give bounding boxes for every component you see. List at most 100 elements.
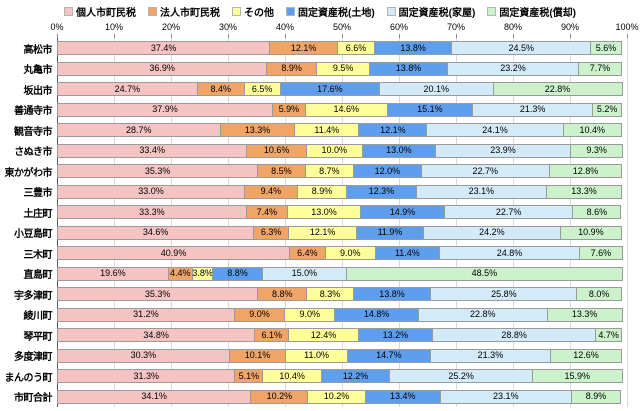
gridline — [228, 38, 229, 407]
bar-segment: 10.2% — [307, 389, 366, 404]
legend-label: 個人市町民税 — [75, 7, 136, 19]
legend-label: 固定資産税(家屋) — [398, 7, 476, 19]
bar-row: 30.3% 10.1% 11.0% 14.7% 21.3% 12.6% — [57, 346, 627, 367]
bar-segment-value: 22.7% — [472, 165, 499, 176]
bar-segment: 8.6% — [572, 205, 622, 220]
bar-segment-value: 9.3% — [586, 145, 607, 156]
category-label: 観音寺市 — [14, 126, 53, 138]
bar-segment-value: 10.6% — [263, 145, 290, 156]
bar-segment-value: 11.0% — [304, 350, 330, 361]
category-label: 三豊市 — [23, 188, 53, 200]
bar-segment: 5.9% — [272, 102, 306, 117]
bar-segment: 6.5% — [243, 82, 281, 97]
bar-segment: 21.3% — [471, 102, 594, 117]
bar-segment-value: 3.8% — [192, 268, 213, 279]
bar-segment: 10.4% — [562, 123, 622, 138]
gridline — [285, 38, 286, 407]
chart-grid: 高松市 丸亀市 坂出市 善通寺市 観音寺市 さぬき市 東かがわ市 三豊市 土庄町 小豆島町 三木町直… — [0, 22, 640, 407]
bar-segment-value: 24.2% — [479, 227, 505, 238]
bar-segment-value: 8.8% — [272, 288, 293, 299]
bar-segment-value: 4.4% — [170, 268, 191, 279]
bar-segment-value: 10.1% — [244, 350, 271, 361]
bar-segment-value: 24.5% — [508, 42, 534, 53]
bar-segment-value: 21.3% — [519, 104, 546, 115]
bar-segment-value: 5.1% — [238, 370, 260, 381]
bar-segment: 23.9% — [434, 143, 572, 158]
bar-segment: 5.2% — [592, 102, 622, 117]
bar-segment-value: 23.1% — [493, 391, 519, 402]
bar-segment: 30.3% — [57, 348, 230, 363]
bar-segment-value: 13.8% — [400, 42, 426, 53]
bar-segment-value: 5.6% — [595, 42, 617, 53]
bar-segment: 9.0% — [284, 307, 336, 322]
bar-segment: 19.6% — [57, 266, 169, 281]
bar-segment-value: 33.3% — [139, 206, 165, 217]
legend-swatch-icon — [147, 6, 157, 16]
bar-segment-value: 7.4% — [256, 206, 278, 217]
bar-segment-value: 10.2% — [323, 391, 350, 402]
bar-track: 37.4% 12.1% 6.6% 13.8% 24.5% 5.6% — [57, 41, 627, 56]
bar-segment: 8.8% — [257, 287, 308, 302]
bar-segment-value: 22.8% — [544, 83, 571, 94]
bar-segment: 13.8% — [369, 61, 448, 76]
bar-segment: 22.7% — [443, 205, 574, 220]
category-label: 琴平町 — [23, 331, 53, 343]
category-label: 多度津町 — [14, 352, 53, 364]
bar-segment: 24.5% — [451, 41, 592, 56]
legend-item-2: その他 — [231, 4, 274, 19]
bar-segment: 8.3% — [306, 287, 354, 302]
bar-segment-value: 9.0% — [339, 247, 361, 258]
bar-segment: 12.3% — [346, 184, 417, 199]
bar-segment-value: 35.3% — [144, 288, 171, 299]
bar-row: 33.0% 9.4% 8.9% 12.3% 23.1% 13.3% — [57, 182, 627, 203]
bar-segment: 13.8% — [352, 287, 432, 302]
bar-segment: 24.2% — [422, 225, 561, 240]
bar-segment: 8.7% — [304, 164, 355, 179]
bar-segment: 12.8% — [548, 164, 622, 179]
bar-segment-value: 19.6% — [100, 268, 126, 279]
legend-item-5: 固定資産税(償却) — [487, 4, 576, 19]
y-axis-line — [57, 38, 58, 407]
bar-segment-value: 6.4% — [297, 247, 318, 258]
category-label: 綾川町 — [23, 311, 53, 323]
category-label: 高松市 — [23, 44, 53, 56]
bar-segment: 25.2% — [389, 369, 533, 384]
bar-segment-value: 34.8% — [143, 329, 169, 340]
bar-segment-value: 15.1% — [417, 104, 443, 115]
bar-segment: 34.8% — [57, 328, 256, 343]
bar-segment-value: 37.9% — [152, 104, 178, 115]
bar-segment: 3.8% — [191, 266, 214, 281]
gridline — [570, 38, 571, 407]
x-axis-tick-mark — [513, 34, 514, 38]
bar-segment-value: 7.6% — [590, 247, 612, 258]
bar-segment-value: 30.3% — [130, 350, 157, 361]
bar-segment-value: 12.1% — [309, 227, 336, 238]
bar-segment: 15.1% — [386, 102, 473, 117]
bar-track: 37.9% 5.9% 14.6% 15.1% 21.3% 5.2% — [57, 102, 627, 117]
bar-segment-value: 8.9% — [585, 391, 607, 402]
bar-segment-value: 13.3% — [244, 124, 271, 135]
bar-segment-value: 8.4% — [210, 83, 231, 94]
bar-segment: 23.2% — [446, 61, 580, 76]
bar-segment: 11.0% — [285, 348, 348, 363]
gridline — [114, 38, 115, 407]
bar-segment-value: 11.4% — [394, 247, 420, 258]
bar-track: 24.7% 8.4% 6.5% 17.6% 20.1% 22.8% — [57, 82, 627, 97]
bar-segment: 5.1% — [234, 369, 264, 384]
legend-swatch-icon — [487, 6, 497, 16]
x-axis-tick-label: 80% — [503, 22, 523, 32]
legend-label: その他 — [243, 7, 274, 19]
bar-segment-value: 13.8% — [395, 63, 422, 74]
bar-segment: 31.2% — [57, 307, 235, 322]
bar-segment-value: 8.9% — [311, 186, 333, 197]
bar-segment: 10.9% — [559, 225, 622, 240]
bar-segment-value: 23.2% — [500, 63, 526, 74]
category-axis: 高松市 丸亀市 坂出市 善通寺市 観音寺市 さぬき市 東かがわ市 三豊市 土庄町 小豆島町 三木町直… — [0, 22, 57, 407]
bar-segment: 7.6% — [579, 246, 623, 261]
bar-segment: 13.2% — [357, 328, 434, 343]
bar-segment: 33.3% — [57, 205, 247, 220]
bar-segment: 13.0% — [361, 143, 436, 158]
bar-row: 34.6% 6.3% 12.1% 11.9% 24.2% 10.9% — [57, 223, 627, 244]
bar-segment-value: 6.3% — [260, 227, 282, 238]
